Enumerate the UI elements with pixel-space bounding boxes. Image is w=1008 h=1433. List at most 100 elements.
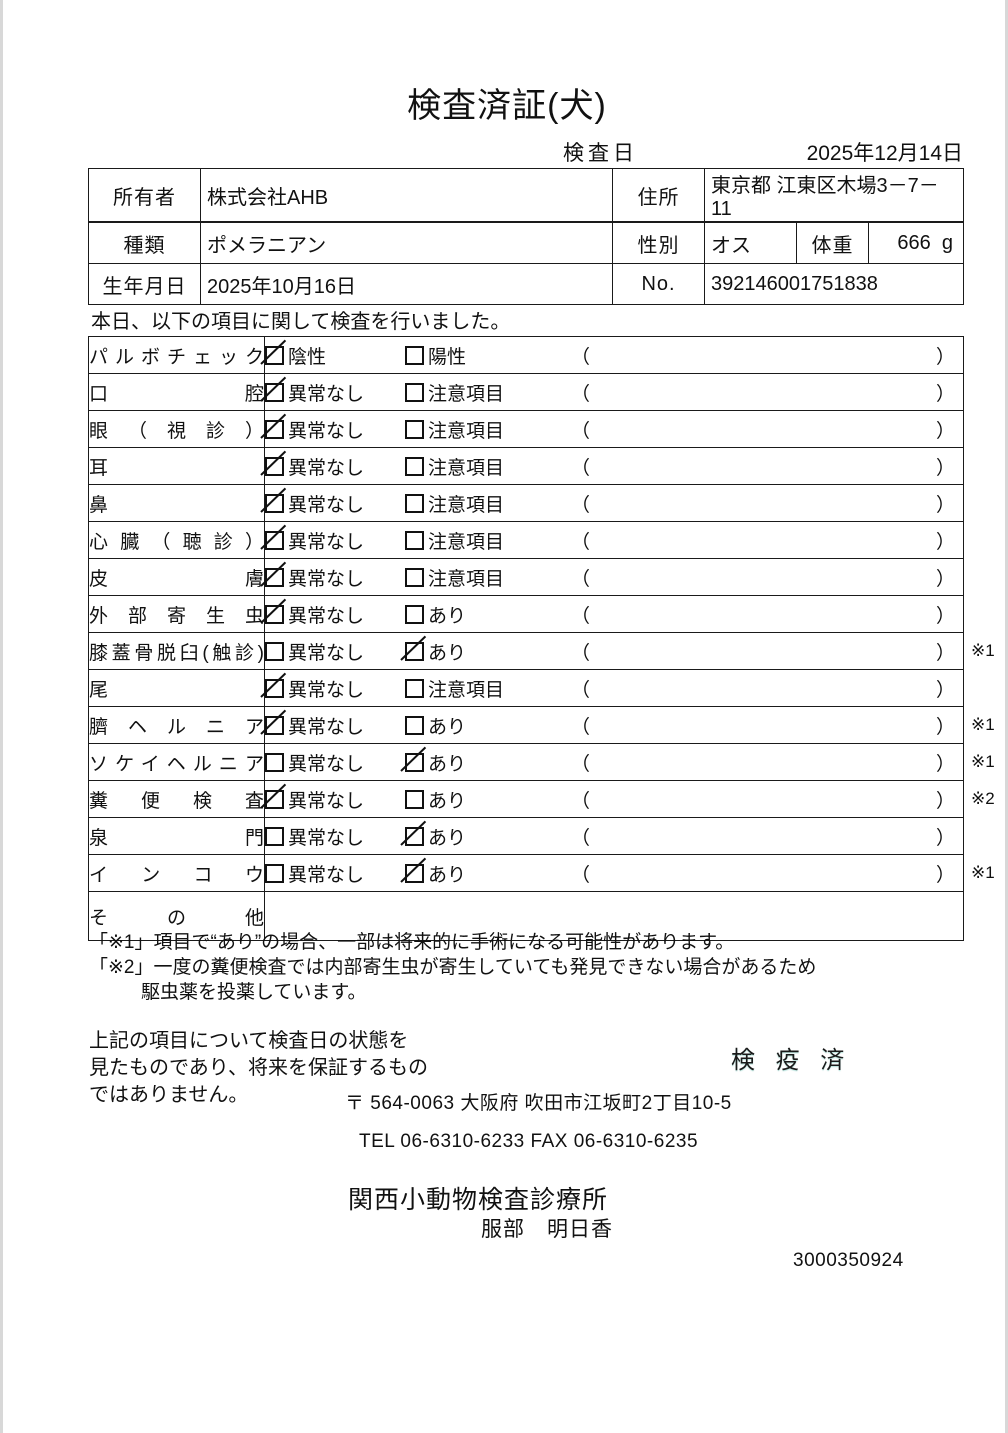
exam-option-1[interactable]: 異常なし [265, 601, 405, 628]
exam-option-2[interactable]: あり [405, 749, 565, 776]
checked-checkbox-icon[interactable] [265, 678, 284, 698]
exam-option-2[interactable]: 注意項目 [405, 490, 565, 517]
remark-paren-open: （ [571, 679, 591, 701]
exam-option-1[interactable]: 異常なし [265, 786, 405, 813]
exam-option-1[interactable]: 異常なし [265, 453, 405, 480]
birthdate-value[interactable]: 2025年10月16日 [200, 263, 613, 305]
remark-paren-open: （ [571, 642, 591, 664]
checked-checkbox-icon[interactable] [405, 641, 424, 661]
exam-item-label: 皮膚 [88, 558, 265, 596]
exam-asterisk-marker: ※1 [971, 715, 995, 734]
table-row: 種類 ポメラニアン 性別 オス 体重 666 g [88, 222, 964, 264]
disclaimer: 上記の項目について検査日の状態を 見たものであり、将来を保証するもの ではありま… [89, 1028, 428, 1109]
exam-option-1-label: 異常なし [288, 716, 365, 738]
checkbox-icon[interactable] [405, 493, 424, 513]
checked-checkbox-icon[interactable] [405, 826, 424, 846]
checkbox-icon[interactable] [405, 530, 424, 550]
exam-option-2-label: あり [428, 716, 467, 738]
sex-value[interactable]: オス [704, 222, 797, 264]
checked-checkbox-icon[interactable] [265, 715, 284, 735]
checked-checkbox-icon[interactable] [405, 752, 424, 772]
exam-option-1[interactable]: 異常なし [265, 712, 405, 739]
exam-option-1[interactable]: 異常なし [265, 675, 405, 702]
clinic-telfax: TEL 06-6310-6233 FAX 06-6310-6235 [359, 1131, 699, 1152]
checkbox-icon[interactable] [405, 567, 424, 587]
checkbox-icon[interactable] [265, 863, 284, 883]
exam-option-1[interactable]: 異常なし [265, 490, 405, 517]
clinic-name: 関西小動物検査診療所 [348, 1186, 609, 1214]
exam-item-label: 心臓（聴診） [88, 521, 265, 559]
checkbox-icon[interactable] [265, 752, 284, 772]
checked-checkbox-icon[interactable] [405, 863, 424, 883]
checked-checkbox-icon[interactable] [265, 493, 284, 513]
exam-option-2[interactable]: あり [405, 601, 565, 628]
checkbox-icon[interactable] [405, 789, 424, 809]
exam-option-2[interactable]: 注意項目 [405, 564, 565, 591]
exam-item-label: 泉門 [88, 817, 265, 855]
exam-option-1[interactable]: 異常なし [265, 416, 405, 443]
exam-options-cell: 異常なし 注意項目 （ ） [264, 558, 964, 596]
checked-checkbox-icon[interactable] [265, 789, 284, 809]
checkbox-icon[interactable] [405, 382, 424, 402]
checked-checkbox-icon[interactable] [265, 345, 284, 365]
exam-option-2-label: あり [428, 642, 467, 664]
sex-label: 性別 [612, 222, 705, 264]
exam-option-1[interactable]: 陰性 [265, 342, 405, 369]
checked-checkbox-icon[interactable] [265, 456, 284, 476]
exam-option-2[interactable]: 注意項目 [405, 453, 565, 480]
remark-paren-close: ） [935, 568, 955, 590]
exam-option-2[interactable]: あり [405, 638, 565, 665]
exam-option-1[interactable]: 異常なし [265, 379, 405, 406]
exam-option-1[interactable]: 異常なし [265, 638, 405, 665]
exam-option-1[interactable]: 異常なし [265, 860, 405, 887]
weight-value-cell[interactable]: 666 g [868, 222, 964, 264]
exam-option-2[interactable]: 注意項目 [405, 527, 565, 554]
exam-option-1-label: 異常なし [288, 383, 365, 405]
exam-option-2[interactable]: 注意項目 [405, 379, 565, 406]
exam-option-2[interactable]: あり [405, 712, 565, 739]
exam-row: 鼻 異常なし 注意項目 （ ） [88, 484, 964, 522]
checked-checkbox-icon[interactable] [265, 567, 284, 587]
remark-paren-close: ） [935, 457, 955, 479]
owner-value[interactable]: 株式会社AHB [200, 168, 613, 222]
exam-option-1[interactable]: 異常なし [265, 749, 405, 776]
checkbox-icon[interactable] [265, 826, 284, 846]
exam-option-2[interactable]: 注意項目 [405, 675, 565, 702]
exam-option-1[interactable]: 異常なし [265, 527, 405, 554]
checkbox-icon[interactable] [405, 678, 424, 698]
exam-item-label-text: 膝蓋骨脱臼(触診) [89, 642, 264, 664]
exam-option-2[interactable]: あり [405, 786, 565, 813]
serial-number: 3000350924 [793, 1250, 904, 1271]
checkbox-icon[interactable] [265, 641, 284, 661]
exam-option-2[interactable]: 陽性 [405, 342, 565, 369]
remark-paren-open: （ [571, 568, 591, 590]
exam-option-2-label: 陽性 [428, 346, 467, 368]
remark-paren-open: （ [571, 494, 591, 516]
other-value[interactable] [264, 891, 964, 941]
checkbox-icon[interactable] [405, 345, 424, 365]
checkbox-icon[interactable] [405, 419, 424, 439]
checked-checkbox-icon[interactable] [265, 530, 284, 550]
exam-option-2[interactable]: 注意項目 [405, 416, 565, 443]
checkbox-icon[interactable] [405, 715, 424, 735]
checked-checkbox-icon[interactable] [265, 604, 284, 624]
page-title: 検査済証(犬) [407, 87, 607, 125]
exam-item-label-text: 耳 [89, 457, 109, 479]
exam-option-1[interactable]: 異常なし [265, 823, 405, 850]
checked-checkbox-icon[interactable] [265, 382, 284, 402]
checkbox-icon[interactable] [405, 604, 424, 624]
exam-item-label: 眼（視診） [88, 410, 265, 448]
exam-option-2[interactable]: あり [405, 823, 565, 850]
quarantine-stamp: 検 疫 済 [731, 1047, 852, 1074]
no-value[interactable]: 392146001751838 [704, 263, 964, 305]
exam-item-label-text: パルボチェック [89, 346, 264, 368]
exam-option-1[interactable]: 異常なし [265, 564, 405, 591]
exam-item-label: 耳 [88, 447, 265, 485]
owner-label: 所有者 [88, 168, 201, 222]
exam-option-2[interactable]: あり [405, 860, 565, 887]
checkbox-icon[interactable] [405, 456, 424, 476]
checked-checkbox-icon[interactable] [265, 419, 284, 439]
breed-value[interactable]: ポメラニアン [200, 222, 613, 264]
exam-options-cell: 異常なし あり （ ） [264, 595, 964, 633]
address-value[interactable]: 東京都 江東区木場3－7－11 [704, 168, 964, 222]
